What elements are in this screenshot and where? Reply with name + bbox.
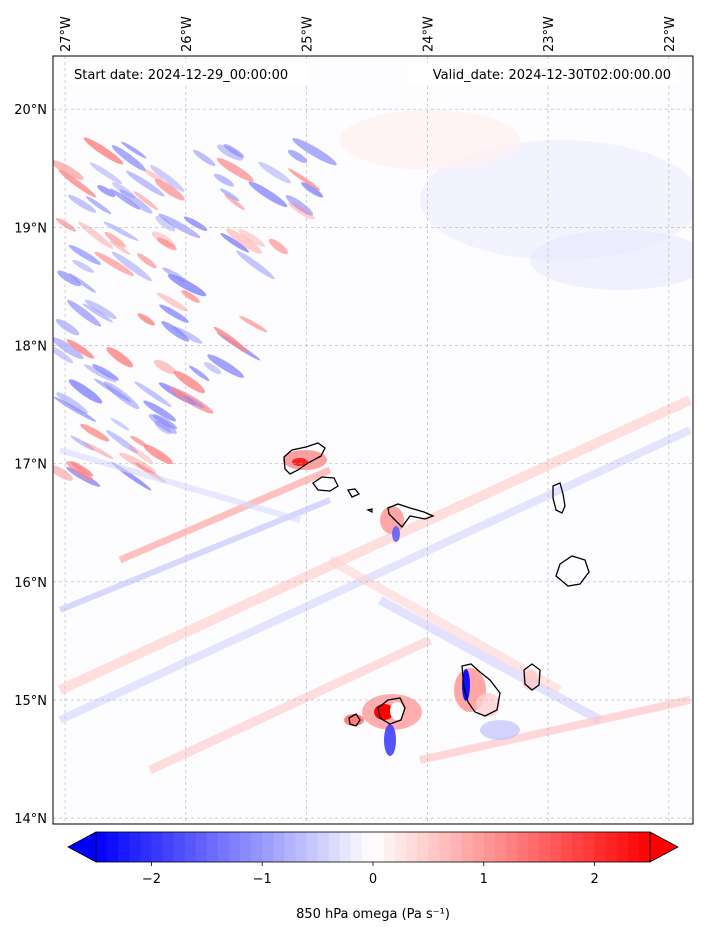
lon-tick-label-3: 24°W (421, 16, 436, 52)
island-sal (552, 482, 566, 514)
start-date-label: Start date: 2024-12-29_00:00:00 (74, 68, 288, 83)
lat-tick-label-6: 14°N (14, 812, 47, 827)
island-sao-vicente (312, 476, 339, 492)
lat-tick-label-5: 15°N (14, 694, 47, 709)
island-santiago (461, 663, 501, 717)
lat-tick-label-0: 20°N (14, 103, 47, 118)
colorbar-tick-label-2: 0 (369, 872, 377, 887)
island-santa-luzia (346, 488, 361, 498)
lon-tick-label-0: 27°W (59, 16, 74, 52)
island-branco (366, 508, 373, 514)
wave-stripes (53, 137, 337, 491)
latitude-labels: 20°N 19°N 18°N 17°N 16°N 15°N 14°N (14, 103, 47, 827)
lat-tick-label-3: 17°N (14, 458, 47, 473)
start-date-box (66, 63, 310, 85)
colorbar-tick-label-4: 2 (590, 872, 598, 887)
valid-date-box (408, 63, 678, 85)
island-signals (283, 450, 538, 756)
lat-tick-label-1: 19°N (14, 221, 47, 236)
colorbar-ticks: −2 −1 0 1 2 (142, 862, 599, 887)
island-boa-vista (555, 555, 590, 587)
lon-tick-label-2: 25°W (301, 16, 316, 52)
lon-tick-label-1: 26°W (180, 16, 195, 52)
island-brava (348, 713, 361, 727)
valid-date-label: Valid_date: 2024-12-30T02:00:00.00 (433, 68, 671, 83)
island-fogo (377, 697, 406, 725)
colorbar-extend-high (649, 831, 679, 863)
map-panel: Start date: 2024-12-29_00:00:00 Valid_da… (14, 16, 694, 827)
gridlines (53, 56, 693, 824)
colorbar-extend-low (67, 831, 97, 863)
diagonal-bands (57, 395, 693, 775)
lon-tick-label-5: 22°W (663, 16, 678, 52)
lat-tick-label-2: 18°N (14, 339, 47, 354)
colorbar-tick-label-0: −2 (142, 872, 161, 887)
map-frame (52, 55, 694, 825)
lon-tick-label-4: 23°W (542, 16, 557, 52)
island-maio (523, 663, 541, 691)
island-santo-antao (283, 442, 326, 475)
colorbar-segments (96, 832, 651, 862)
island-sao-nicolau (387, 503, 435, 528)
colorbar: −2 −1 0 1 2 850 hPa omega (Pa s⁻¹) (67, 831, 679, 922)
colorbar-tick-label-1: −1 (253, 872, 272, 887)
lat-tick-label-4: 16°N (14, 576, 47, 591)
colorbar-tick-label-3: 1 (480, 872, 488, 887)
omega-field (53, 56, 693, 824)
coastlines (283, 442, 590, 727)
longitude-labels: 27°W 26°W 25°W 24°W 23°W 22°W (59, 16, 678, 52)
colorbar-label: 850 hPa omega (Pa s⁻¹) (296, 907, 450, 922)
